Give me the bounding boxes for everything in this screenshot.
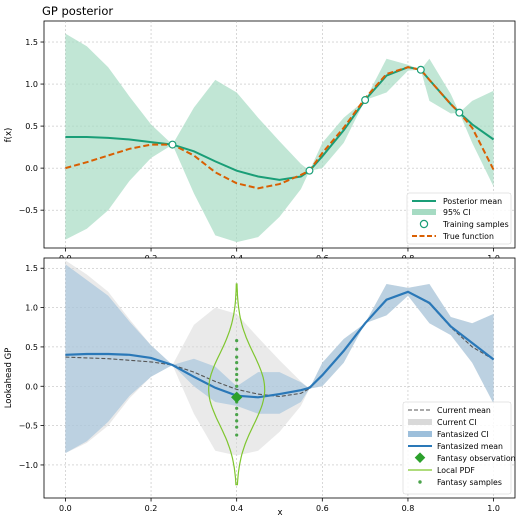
training-sample-point xyxy=(168,140,177,149)
fantasy-sample-point xyxy=(235,367,239,371)
legend-fantasized-mean: Fantasized mean xyxy=(437,442,503,451)
posterior-y-tick-label: 1.0 xyxy=(25,80,38,89)
posterior-y-tick-label: 0.5 xyxy=(25,122,38,131)
fantasy-sample-point xyxy=(235,412,239,417)
legend-fantasized-ci-swatch xyxy=(408,431,432,437)
legend-fantasy-samples: Fantasy samples xyxy=(437,478,502,487)
legend-95-ci: 95% CI xyxy=(443,208,471,217)
lookahead-y-tick-label: 0.5 xyxy=(25,343,38,352)
fantasy-sample-point xyxy=(235,384,239,388)
lookahead-x-ticks: 0.0 0.2 0.4 0.6 0.8 1.0 xyxy=(59,498,500,513)
legend-training-samples-marker xyxy=(419,219,429,229)
lookahead-y-ticks: −1.0 −0.5 0.0 0.5 1.0 1.5 xyxy=(19,264,44,470)
lookahead-x-tick-label: 1.0 xyxy=(487,504,500,513)
fantasy-sample-point xyxy=(235,433,239,437)
fantasy-sample-point xyxy=(235,372,239,377)
lookahead-y-tick-label: 0.0 xyxy=(25,382,38,391)
posterior-panel: GP posterior 0.00.20.40.60.81.0 −0.50.00… xyxy=(4,4,516,263)
lookahead-x-tick-label: 0.4 xyxy=(230,504,243,513)
fantasy-observation-marker xyxy=(231,391,243,403)
fantasy-sample-point xyxy=(235,425,239,429)
posterior-lines xyxy=(65,66,495,190)
legend-current-mean: Current mean xyxy=(437,406,491,415)
lookahead-lines xyxy=(65,283,495,486)
lookahead-x-tick-label: 0.6 xyxy=(316,504,329,513)
fantasy-sample-point xyxy=(235,378,239,382)
posterior-legend-box xyxy=(406,192,512,245)
true-function-line xyxy=(65,66,495,190)
training-sample-point xyxy=(416,65,425,74)
training-sample-point xyxy=(305,166,314,175)
fantasy-markers xyxy=(231,339,243,437)
posterior-ci-band xyxy=(65,33,494,243)
fantasy-sample-point xyxy=(235,406,239,410)
posterior-y-ticks: −0.5 0.0 0.5 1.0 1.5 xyxy=(19,38,44,215)
posterior-y-tick-label: −0.5 xyxy=(19,206,38,215)
training-samples xyxy=(168,65,464,175)
posterior-y-tick-label: 1.5 xyxy=(25,38,38,47)
posterior-y-axis-label: f(x) xyxy=(4,128,14,143)
legend-ci-swatch xyxy=(412,209,436,215)
lookahead-x-axis-label: x xyxy=(277,508,282,518)
training-sample-point xyxy=(455,108,464,117)
lookahead-y-tick-label: −1.0 xyxy=(19,461,38,470)
legend-training-samples: Training samples xyxy=(442,220,509,229)
legend-local-pdf: Local PDF xyxy=(437,466,475,475)
legend-posterior-mean: Posterior mean xyxy=(443,197,502,206)
fantasy-sample-point xyxy=(235,361,239,365)
legend-current-ci-swatch xyxy=(408,419,432,425)
posterior-legend: Posterior mean 95% CI Training samples T… xyxy=(406,192,512,245)
lookahead-legend: Current mean Current CI Fantasized CI Fa… xyxy=(402,401,516,495)
fantasy-sample-point xyxy=(235,339,239,343)
posterior-title: GP posterior xyxy=(42,4,113,18)
local-pdf-violin xyxy=(208,283,266,486)
lookahead-y-tick-label: 1.5 xyxy=(25,264,38,273)
lookahead-x-tick-label: 0.0 xyxy=(59,504,72,513)
legend-fantasized-ci: Fantasized CI xyxy=(437,430,489,439)
lookahead-y-axis-label: Lookahead GP xyxy=(4,348,14,409)
fantasized-mean-line xyxy=(65,290,495,399)
lookahead-y-tick-label: 1.0 xyxy=(25,304,38,313)
lookahead-ci-bands xyxy=(65,260,494,456)
fantasy-sample-point xyxy=(235,355,239,359)
legend-fantasy-observation: Fantasy observation xyxy=(437,454,516,463)
training-sample-point xyxy=(361,96,370,105)
lookahead-x-tick-label: 0.2 xyxy=(145,504,158,513)
legend-fantasy-samples-marker xyxy=(418,480,422,484)
lookahead-y-tick-label: −0.5 xyxy=(19,422,38,431)
lookahead-panel: 0.0 0.2 0.4 0.6 0.8 1.0 −1.0−0.50.00.51.01.5 … xyxy=(4,257,516,518)
legend-true-function: True function xyxy=(442,232,494,241)
fantasy-sample-point xyxy=(235,419,239,423)
legend-current-ci: Current CI xyxy=(437,418,477,427)
legend-fantasy-observation-marker xyxy=(414,452,426,463)
lookahead-x-tick-label: 0.8 xyxy=(402,504,415,513)
fantasized-ci-band xyxy=(65,264,494,454)
fantasy-sample-point xyxy=(235,347,239,351)
ci-band-95 xyxy=(65,33,494,243)
posterior-y-tick-label: 0.0 xyxy=(25,164,38,173)
